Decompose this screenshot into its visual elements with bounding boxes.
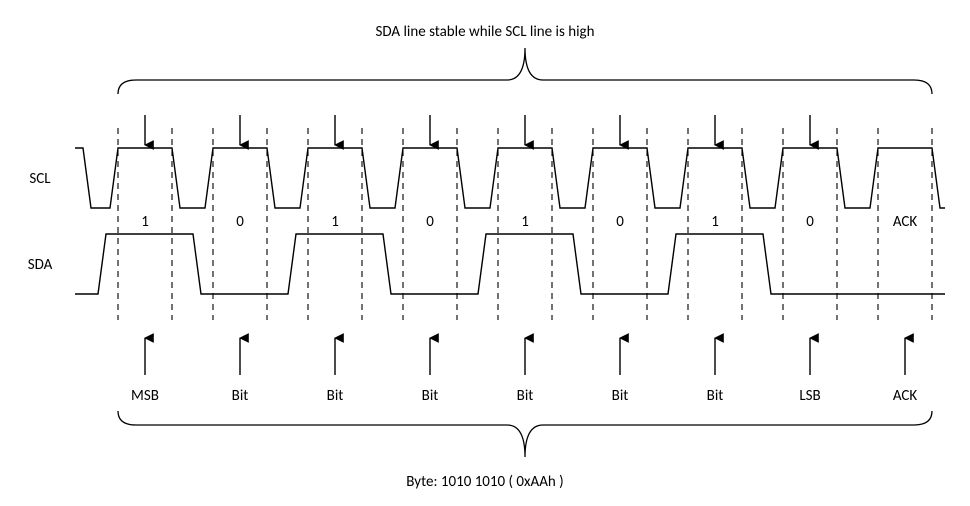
bit-value: 1 xyxy=(331,213,339,231)
title-top: SDA line stable while SCL line is high xyxy=(375,23,594,41)
bit-value: 1 xyxy=(521,213,529,231)
bit-label: Bit xyxy=(327,387,344,405)
bit-label: MSB xyxy=(131,387,159,405)
bit-label: Bit xyxy=(422,387,439,405)
label-sda: SDA xyxy=(28,256,53,274)
bit-label: ACK xyxy=(893,387,918,405)
bit-value: ACK xyxy=(893,213,918,231)
bit-value: 1 xyxy=(141,213,149,231)
bit-value: 0 xyxy=(426,213,434,231)
bit-value: 0 xyxy=(616,213,624,231)
diagram-bg xyxy=(0,0,970,506)
bit-label: Bit xyxy=(232,387,249,405)
bit-label: Bit xyxy=(707,387,724,405)
label-scl: SCL xyxy=(29,170,51,188)
bit-value: 0 xyxy=(806,213,814,231)
bit-label: Bit xyxy=(517,387,534,405)
bit-value: 1 xyxy=(711,213,719,231)
bit-label: LSB xyxy=(799,387,820,405)
bit-label: Bit xyxy=(612,387,629,405)
bit-value: 0 xyxy=(236,213,244,231)
title-bottom: Byte: 1010 1010 ( 0xAAh ) xyxy=(406,473,563,491)
